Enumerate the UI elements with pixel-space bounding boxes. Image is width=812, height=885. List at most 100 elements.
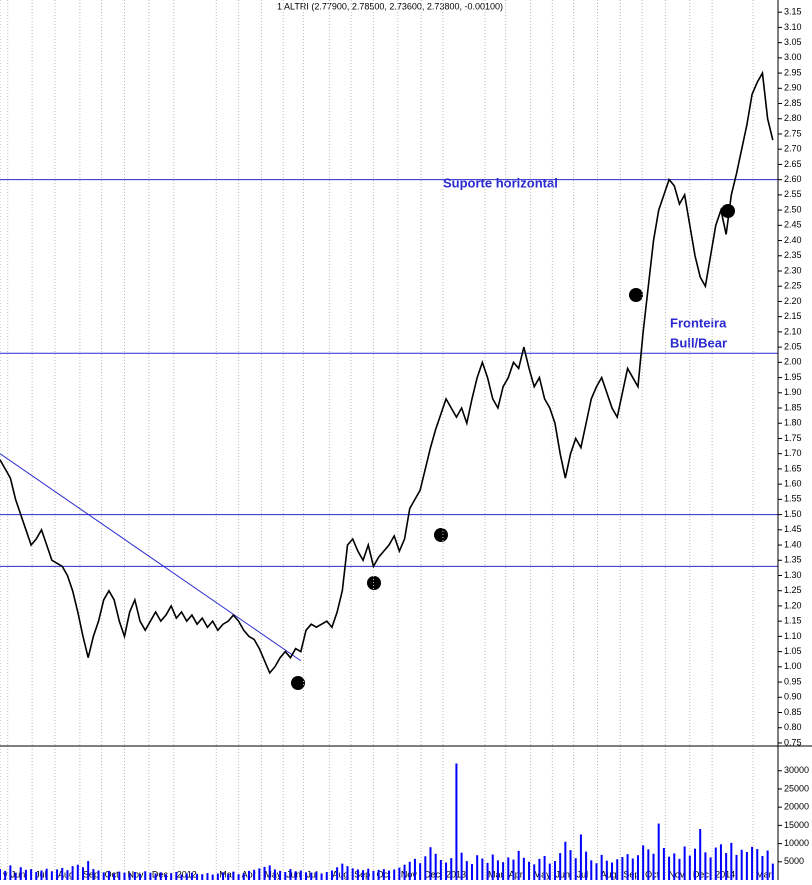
- volume-bar: [76, 864, 79, 880]
- x-tick-label: Oct: [105, 869, 120, 879]
- volume-bar: [315, 871, 318, 880]
- volume-bar: [616, 859, 619, 880]
- volume-bar: [465, 861, 468, 880]
- y-tick-label: 2.00: [784, 357, 802, 367]
- y-tick-label: 1.90: [784, 387, 802, 397]
- y-tick-label: 25000: [784, 783, 809, 793]
- volume-bar: [439, 859, 442, 880]
- volume-bar: [190, 872, 193, 880]
- y-tick-label: 2.15: [784, 311, 802, 321]
- annotation: Fronteira: [670, 315, 727, 330]
- volume-bar: [0, 869, 1, 880]
- y-tick-label: 2.25: [784, 281, 802, 291]
- volume-bar: [14, 872, 17, 880]
- volume-bar: [310, 872, 313, 880]
- y-tick-label: 2.75: [784, 128, 802, 138]
- volume-bar: [66, 870, 69, 880]
- volume-bar: [92, 869, 95, 880]
- volume-bar: [237, 874, 240, 880]
- volume-bar: [263, 866, 266, 880]
- volume-bar: [351, 868, 354, 880]
- y-tick-label: 1.35: [784, 555, 802, 565]
- volume-bar: [97, 870, 100, 880]
- volume-bar: [595, 863, 598, 880]
- y-tick-label: 0.90: [784, 692, 802, 702]
- volume-bar: [175, 871, 178, 880]
- x-tick-label: Jun: [555, 869, 570, 879]
- volume-bar: [154, 873, 157, 880]
- x-tick-label: Mar: [219, 869, 235, 879]
- volume-bar: [636, 855, 639, 880]
- volume-bar: [4, 870, 7, 880]
- volume-bar: [144, 871, 147, 880]
- volume-bar: [81, 867, 84, 880]
- volume-bar: [56, 869, 59, 880]
- volume-bar: [242, 873, 245, 880]
- volume-bar: [621, 857, 624, 880]
- y-tick-label: 2.95: [784, 67, 802, 77]
- volume-bar: [766, 850, 769, 880]
- y-tick-label: 2.40: [784, 235, 802, 245]
- volume-bar: [211, 874, 214, 880]
- volume-bar: [434, 853, 437, 880]
- volume-bar: [24, 869, 27, 880]
- y-tick-label: 1.20: [784, 600, 802, 610]
- volume-bar: [450, 858, 453, 880]
- volume-bar: [388, 870, 390, 880]
- volume-bar: [393, 869, 396, 880]
- volume-bar: [564, 841, 567, 880]
- volume-bar: [522, 857, 525, 880]
- volume-bar: [196, 873, 199, 880]
- volume-bar: [605, 860, 608, 880]
- x-tick-label: May: [534, 869, 552, 879]
- x-tick-label: Sep: [83, 869, 99, 879]
- volume-bar: [709, 857, 712, 880]
- volume-bar: [491, 854, 494, 880]
- volume-bar: [71, 866, 74, 880]
- volume-bar: [40, 870, 43, 880]
- volume-bar: [756, 849, 759, 880]
- volume-bar: [268, 865, 271, 880]
- volume-bar: [662, 847, 665, 880]
- volume-bar: [185, 873, 188, 880]
- volume-bar: [346, 866, 349, 880]
- volume-bar: [45, 868, 48, 880]
- volume-bar: [533, 864, 536, 880]
- y-tick-label: 1.45: [784, 524, 802, 534]
- y-tick-label: 1.40: [784, 539, 802, 549]
- volume-bar: [486, 862, 489, 880]
- volume-bar: [771, 863, 774, 880]
- volume-bar: [87, 861, 90, 880]
- x-tick-label: Aug: [332, 869, 348, 879]
- y-tick-label: 2.65: [784, 159, 802, 169]
- volume-bar: [543, 855, 546, 880]
- x-tick-label: Jun: [286, 869, 301, 879]
- volume-bar: [445, 862, 448, 880]
- volume-bar: [745, 851, 748, 880]
- volume-bar: [512, 859, 515, 880]
- y-tick-label: 2.35: [784, 250, 802, 260]
- volume-bar: [201, 874, 204, 880]
- volume-bar: [460, 852, 463, 880]
- volume-bar: [232, 871, 235, 880]
- y-tick-label: 0.75: [784, 737, 802, 747]
- volume-bar: [102, 872, 105, 880]
- volume-bar: [403, 864, 406, 880]
- volume-bar: [502, 862, 505, 880]
- volume-bar: [548, 863, 551, 880]
- y-tick-label: 20000: [784, 802, 809, 812]
- volume-bar: [413, 858, 416, 880]
- y-tick-label: 1.00: [784, 661, 802, 671]
- y-tick-label: 1.80: [784, 418, 802, 428]
- y-tick-label: 3.15: [784, 7, 802, 17]
- volume-bar: [751, 846, 754, 880]
- volume-bar: [377, 869, 380, 880]
- volume-bar: [107, 870, 110, 880]
- x-tick-label: Oct: [645, 869, 660, 879]
- volume-bar: [398, 867, 401, 880]
- volume-bar: [9, 865, 12, 880]
- volume-bar: [284, 871, 287, 880]
- volume-bar: [50, 871, 53, 880]
- volume-bar: [496, 860, 499, 880]
